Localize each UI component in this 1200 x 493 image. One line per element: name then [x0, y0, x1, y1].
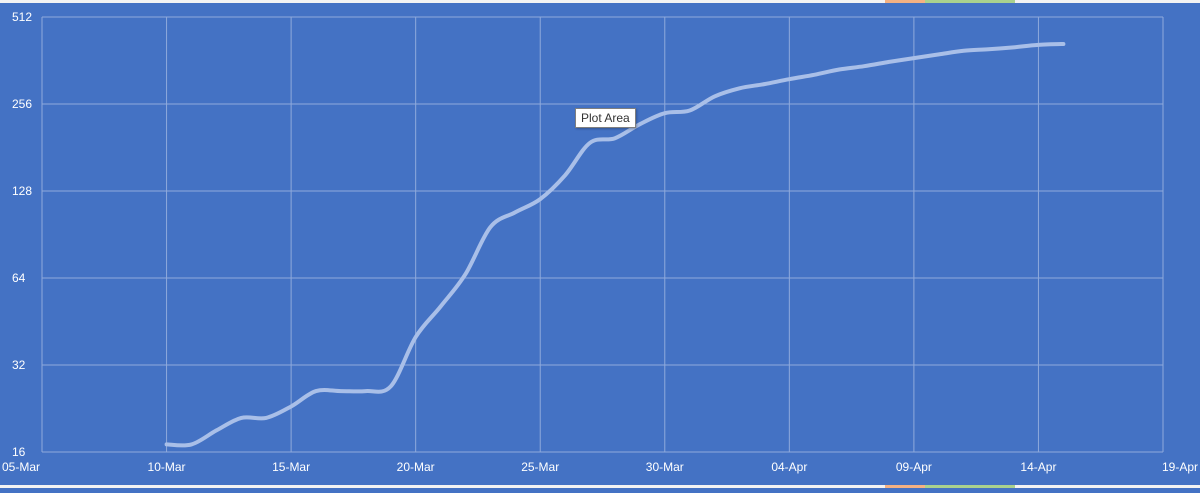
bottom-strip-green-segment [925, 485, 1015, 488]
x-axis-tick-labels: 05-Mar 10-Mar 15-Mar 20-Mar 25-Mar 30-Mar 04-A… [2, 460, 1198, 474]
plot-area-tooltip: Plot Area [575, 108, 636, 128]
gridlines [41, 16, 1164, 453]
y-tick-label: 16 [12, 445, 26, 459]
y-tick-label: 32 [12, 358, 26, 372]
x-tick-label: 25-Mar [521, 460, 559, 474]
x-tick-label: 30-Mar [646, 460, 684, 474]
top-strip-green-segment [925, 0, 1015, 3]
x-tick-label: 20-Mar [397, 460, 435, 474]
bottom-edge-strip [0, 485, 1200, 488]
x-tick-label: 15-Mar [272, 460, 310, 474]
x-tick-label: 19-Apr [1162, 460, 1198, 474]
top-edge-strip [0, 0, 1200, 3]
x-tick-label: 10-Mar [148, 460, 186, 474]
x-tick-label: 09-Apr [896, 460, 932, 474]
y-tick-label: 256 [12, 97, 32, 111]
series-line[interactable] [164, 42, 1066, 448]
y-axis-tick-labels: 16 32 64 128 256 512 [12, 10, 32, 459]
y-tick-label: 64 [12, 271, 26, 285]
y-tick-label: 128 [12, 184, 32, 198]
bottom-strip-red-segment [885, 485, 925, 488]
x-tick-label: 14-Apr [1020, 460, 1056, 474]
top-strip-red-segment [885, 0, 925, 3]
y-tick-label: 512 [12, 10, 32, 24]
plot-area[interactable] [42, 17, 1163, 452]
x-tick-label: 04-Apr [771, 460, 807, 474]
x-tick-label: 05-Mar [2, 460, 40, 474]
